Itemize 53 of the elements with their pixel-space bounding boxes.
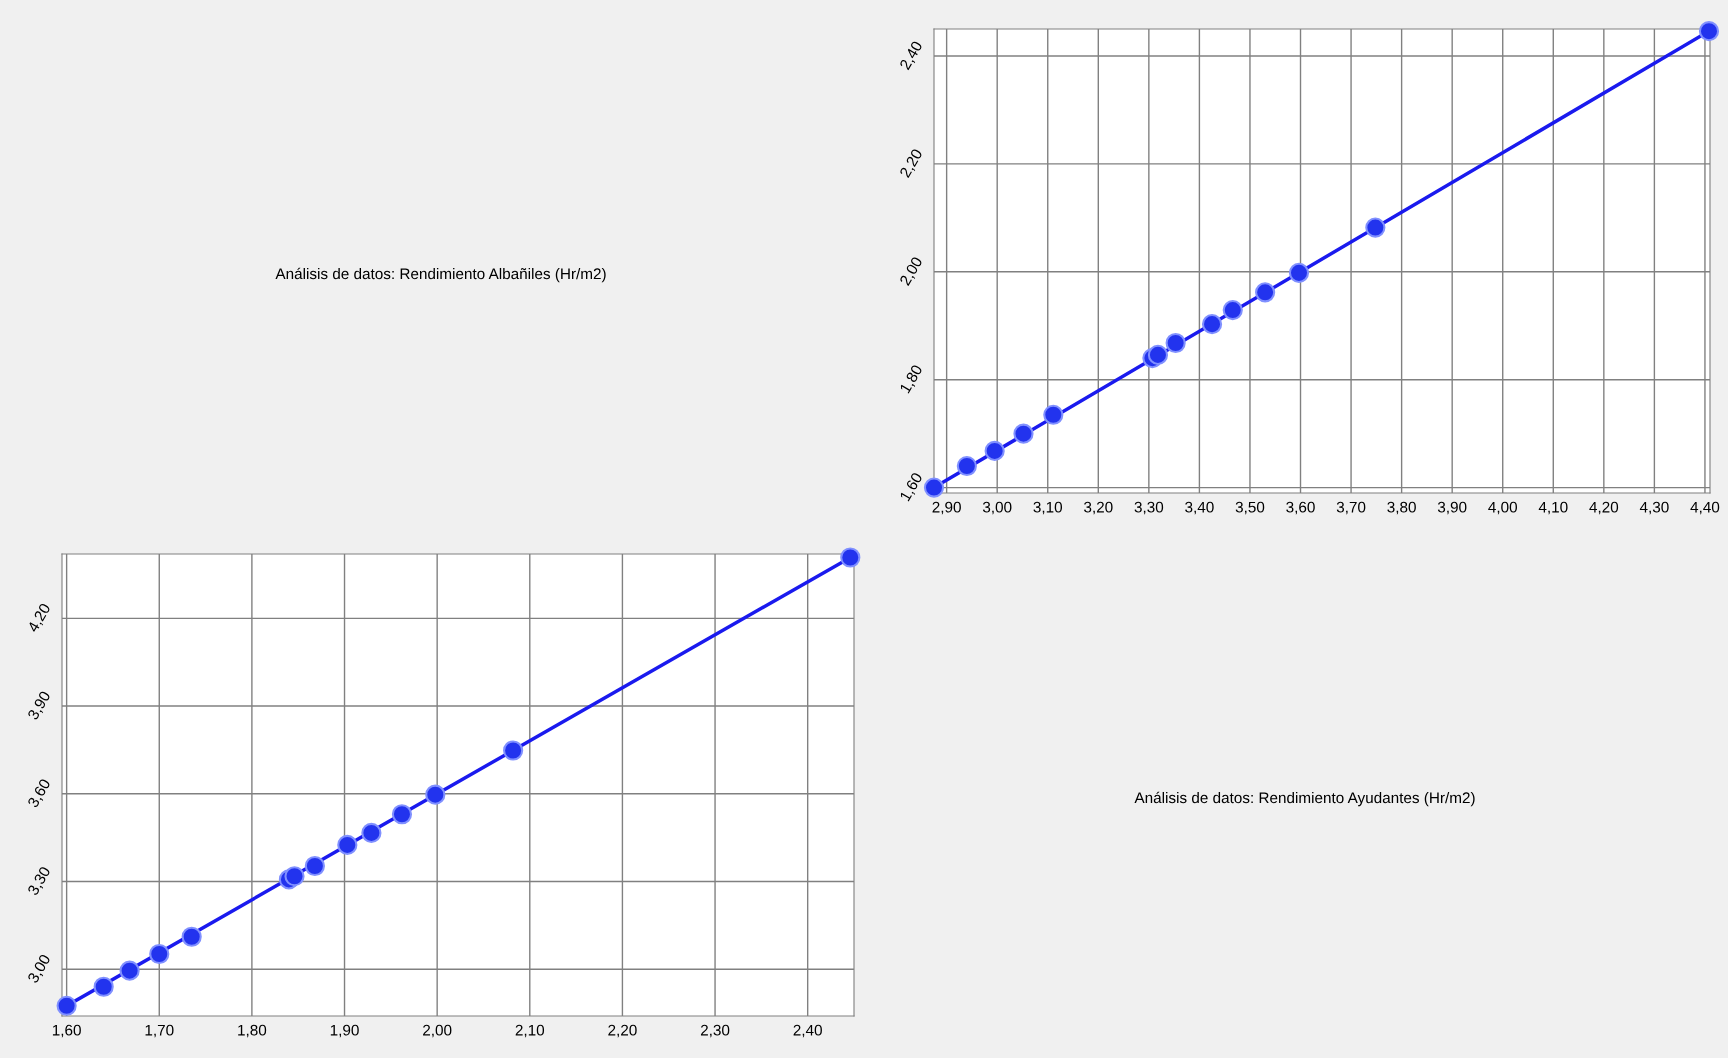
point	[391, 804, 413, 825]
x-tick-label: 1,80	[238, 1024, 267, 1038]
point	[1013, 423, 1034, 444]
point	[956, 455, 977, 477]
point	[1288, 262, 1310, 283]
x-tick-label: 3,60	[1286, 501, 1315, 515]
x-tick-label: 4,10	[1538, 501, 1568, 515]
point	[1222, 300, 1243, 321]
point	[840, 547, 861, 568]
point	[1365, 217, 1386, 238]
x-tick-label: 1,90	[330, 1024, 359, 1038]
text: Análisis de datos: Rendimiento Albañiles (Hr/m2)	[275, 267, 606, 283]
x-tick-label: 2,90	[932, 501, 961, 515]
x-tick-label: 2,10	[515, 1024, 545, 1038]
x-tick-label: 3,10	[1033, 501, 1063, 515]
x-tick-label: 3,50	[1235, 501, 1265, 515]
text: Análisis de datos: Rendimiento Ayudantes (Hr/m2)	[1134, 791, 1475, 807]
point	[1255, 282, 1276, 303]
point	[984, 440, 1005, 462]
point	[304, 855, 325, 877]
x-tick-label: 1,70	[145, 1024, 174, 1038]
x-tick-label: 2,00	[423, 1024, 452, 1038]
point	[337, 834, 358, 856]
x-tick-label: 4,20	[1589, 501, 1619, 515]
x-tick-label: 4,30	[1639, 501, 1669, 515]
x-tick-label: 3,30	[1134, 501, 1164, 515]
point	[1147, 344, 1169, 365]
x-tick-label: 4,40	[1690, 501, 1720, 515]
point	[93, 976, 114, 997]
point	[1043, 404, 1064, 425]
x-tick-label: 1,60	[52, 1024, 81, 1038]
x-tick-label: 3,20	[1084, 501, 1113, 515]
x-tick-label: 2,40	[793, 1024, 822, 1038]
point	[119, 960, 140, 981]
point	[149, 943, 170, 965]
x-tick-label: 3,70	[1336, 501, 1366, 515]
x-tick-label: 4,00	[1488, 501, 1517, 515]
point	[56, 995, 77, 1016]
point	[1698, 21, 1720, 42]
point	[425, 784, 446, 805]
point	[284, 866, 305, 887]
point	[361, 822, 382, 844]
point	[1201, 314, 1223, 335]
x-tick-label: 3,40	[1185, 501, 1214, 515]
x-tick-label: 3,00	[982, 501, 1012, 515]
x-tick-label: 3,80	[1387, 501, 1416, 515]
point	[1165, 332, 1186, 354]
x-tick-label: 3,90	[1437, 501, 1467, 515]
point	[923, 477, 945, 498]
x-tick-label: 2,20	[608, 1024, 637, 1038]
x-tick-label: 2,30	[700, 1024, 730, 1038]
point	[181, 926, 202, 947]
point	[503, 740, 524, 761]
